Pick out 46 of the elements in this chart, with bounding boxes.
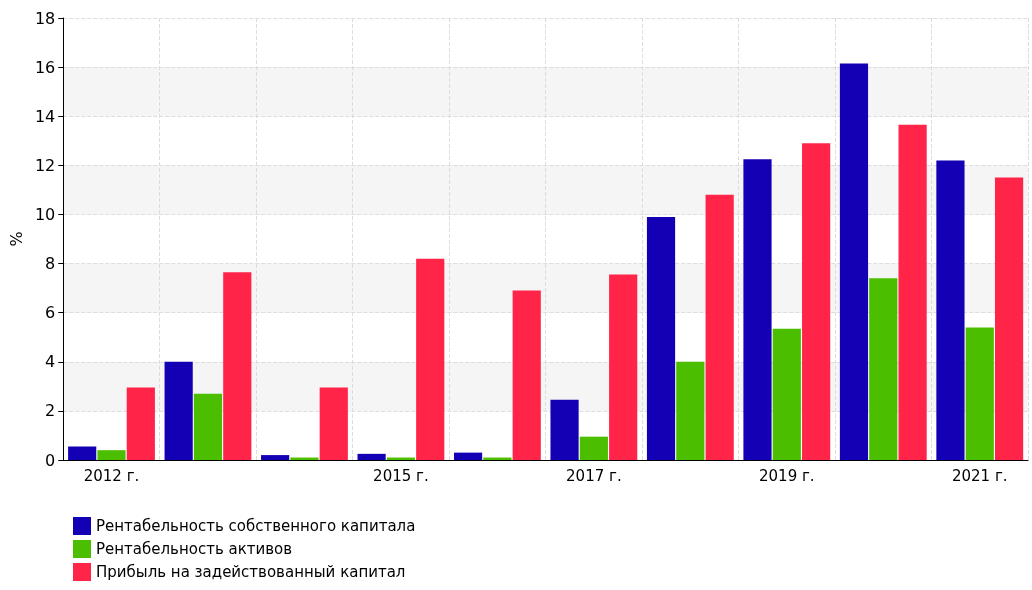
bar [705, 194, 734, 460]
bar [579, 436, 608, 460]
y-tick-label: 2 [45, 401, 56, 421]
bar [802, 143, 831, 460]
bar [416, 258, 445, 460]
legend-label: Прибыль на задействованный капитал [96, 563, 406, 581]
y-tick-label: 6 [45, 303, 56, 323]
bar [97, 450, 126, 460]
y-tick-label: 14 [34, 106, 56, 126]
bar [261, 455, 290, 460]
bar [550, 399, 579, 460]
bar [193, 393, 223, 460]
bar [164, 361, 193, 460]
x-tick-label: 2012 г. [83, 466, 140, 485]
bar [965, 327, 994, 460]
bar [68, 446, 97, 460]
bar [646, 216, 676, 460]
y-tick-label: 12 [34, 155, 56, 175]
y-tick-label: 16 [34, 57, 56, 77]
bar [126, 387, 155, 460]
bar [898, 124, 927, 460]
bar [357, 453, 386, 460]
bar [512, 290, 541, 460]
bar [994, 177, 1024, 460]
legend-label: Рентабельность собственного капитала [96, 517, 416, 535]
y-tick-label: 10 [34, 204, 56, 224]
bar [453, 452, 483, 460]
bar [609, 274, 638, 460]
x-tick-label: 2015 г. [373, 466, 429, 485]
y-tick-label: 4 [45, 352, 56, 372]
bar [772, 328, 801, 460]
y-axis-title: % [6, 231, 26, 247]
bar [676, 361, 705, 460]
x-tick-label: 2017 г. [566, 466, 622, 485]
x-tick-label: 2019 г. [759, 466, 815, 485]
y-tick-label: 0 [45, 450, 56, 470]
bar [839, 63, 869, 460]
bar [936, 160, 965, 460]
legend-label: Рентабельность активов [96, 540, 293, 558]
bar [743, 159, 772, 460]
bar [319, 387, 348, 460]
x-tick-label: 2021 г. [951, 466, 1008, 485]
bar [223, 272, 252, 460]
bar [869, 278, 898, 460]
y-tick-label: 8 [45, 254, 56, 274]
y-tick-label: 18 [34, 8, 56, 28]
